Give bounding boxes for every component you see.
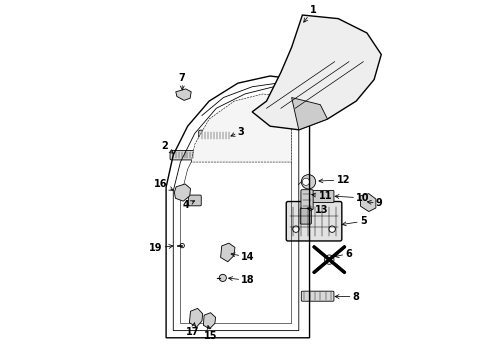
Text: 15: 15	[204, 325, 218, 341]
Text: 11: 11	[312, 191, 332, 201]
Text: 4: 4	[183, 200, 195, 210]
FancyBboxPatch shape	[170, 150, 196, 160]
Text: 16: 16	[154, 179, 173, 190]
FancyBboxPatch shape	[188, 195, 201, 206]
Text: 7: 7	[179, 73, 186, 90]
FancyBboxPatch shape	[286, 202, 342, 241]
Text: 12: 12	[319, 175, 350, 185]
Circle shape	[293, 226, 299, 232]
Polygon shape	[292, 98, 327, 130]
Circle shape	[329, 226, 335, 232]
Polygon shape	[360, 194, 376, 212]
Polygon shape	[220, 243, 235, 262]
Polygon shape	[203, 313, 216, 329]
FancyBboxPatch shape	[301, 291, 334, 301]
Text: 14: 14	[231, 252, 255, 262]
Circle shape	[301, 175, 316, 189]
Text: 2: 2	[161, 141, 173, 153]
Text: 18: 18	[228, 275, 255, 285]
FancyBboxPatch shape	[300, 208, 311, 224]
FancyBboxPatch shape	[301, 190, 313, 210]
Text: 1: 1	[304, 5, 317, 22]
Circle shape	[324, 255, 334, 264]
FancyBboxPatch shape	[199, 130, 232, 140]
Polygon shape	[174, 184, 191, 201]
Polygon shape	[190, 309, 203, 327]
Text: 3: 3	[231, 127, 245, 136]
Circle shape	[180, 243, 184, 248]
Text: 17: 17	[186, 323, 200, 337]
Text: 10: 10	[335, 193, 369, 203]
FancyBboxPatch shape	[301, 190, 334, 203]
Text: 8: 8	[335, 292, 360, 302]
Circle shape	[302, 178, 310, 185]
Text: 9: 9	[368, 198, 383, 208]
Polygon shape	[176, 89, 191, 100]
Text: 5: 5	[342, 216, 367, 226]
Text: 19: 19	[149, 243, 173, 253]
Polygon shape	[252, 15, 381, 130]
Text: 6: 6	[335, 248, 352, 258]
Circle shape	[219, 274, 226, 282]
Text: 13: 13	[307, 206, 328, 216]
Polygon shape	[191, 94, 292, 162]
